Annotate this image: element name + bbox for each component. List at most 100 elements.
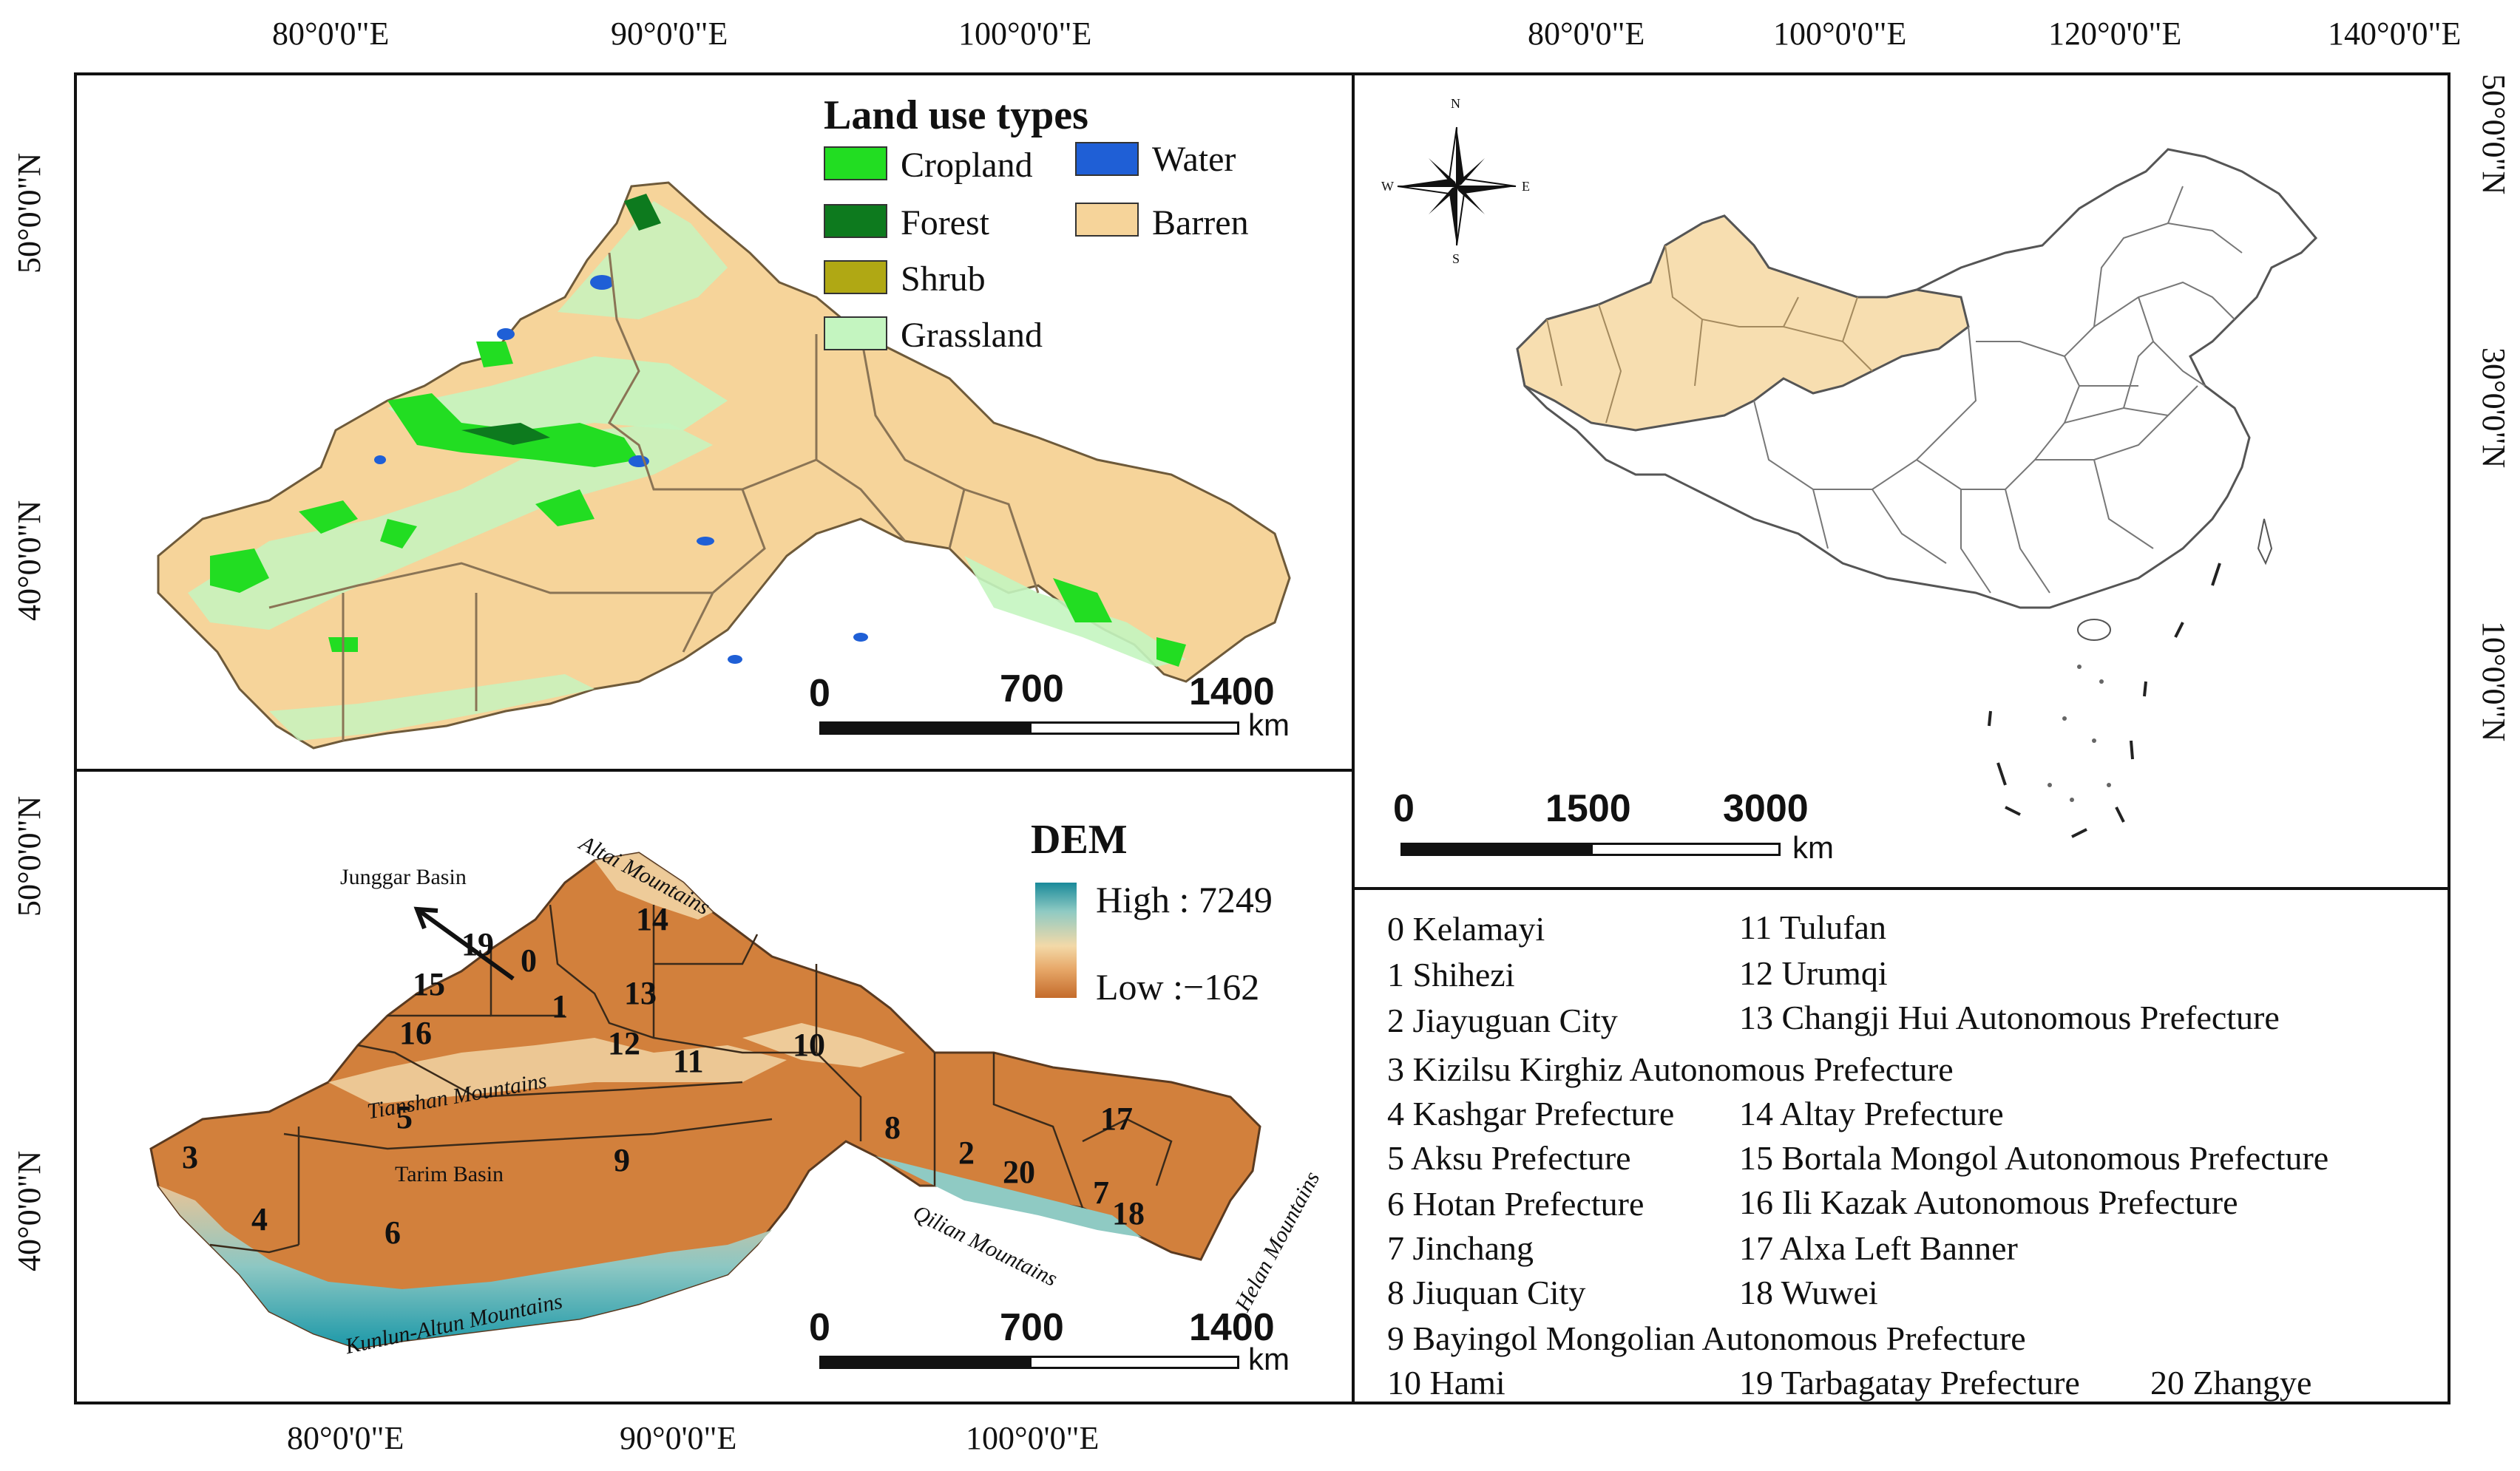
compass-rose — [1397, 126, 1517, 246]
top-tick-right-100e: 100°0'0"E — [1773, 16, 1907, 52]
label-tarim-basin: Tarim Basin — [395, 1162, 504, 1186]
left-tick-bottom-40n: 40°0'0"N — [11, 1150, 47, 1271]
region-item-16: 16 Ili Kazak Autonomous Prefecture — [1739, 1183, 2238, 1221]
region-item-4: 4 Kashgar Prefecture — [1387, 1095, 1675, 1132]
region-item-18: 18 Wuwei — [1739, 1274, 1878, 1311]
land-use-panel: Land use types Cropland Water Forest Bar… — [74, 72, 1355, 772]
dem-map — [149, 852, 1261, 1350]
region-item-9: 9 Bayingol Mongolian Autonomous Prefectu… — [1387, 1319, 2026, 1357]
bottom-tick-100e: 100°0'0"E — [966, 1420, 1100, 1456]
compass-w-label: W — [1381, 179, 1394, 194]
region-number-18: 18 — [1112, 1195, 1145, 1232]
china-scale-unit: km — [1792, 830, 1834, 865]
dem-legend-high: High : 7249 — [1096, 879, 1273, 920]
shrub-label: Shrub — [901, 259, 986, 299]
barren-swatch — [1075, 203, 1139, 237]
region-number-8: 8 — [884, 1110, 901, 1146]
dem-scalebar — [819, 1356, 1239, 1369]
region-number-20: 20 — [1003, 1154, 1035, 1190]
region-item-14: 14 Altay Prefecture — [1739, 1095, 2004, 1132]
land-use-scalebar — [819, 721, 1239, 735]
top-tick-right-120e: 120°0'0"E — [2048, 16, 2182, 52]
water-label: Water — [1152, 140, 1236, 179]
region-item-20: 20 Zhangye — [2150, 1364, 2312, 1402]
right-tick-30n: 30°0'0"N — [2476, 347, 2512, 469]
china-panel: N S E W 0 1500 3000 km — [1352, 72, 2450, 890]
top-tick-90e: 90°0'0"E — [611, 16, 728, 52]
china-map — [1397, 126, 2318, 838]
region-list-panel: 0 Kelamayi 1 Shihezi 2 Jiayuguan City 3 … — [1352, 887, 2450, 1404]
dem-scale-unit: km — [1248, 1342, 1290, 1376]
china-scalebar — [1400, 843, 1781, 856]
region-number-11: 11 — [673, 1043, 704, 1079]
region-number-19: 19 — [461, 926, 494, 962]
region-item-12: 12 Urumqi — [1739, 954, 1888, 992]
region-number-17: 17 — [1100, 1101, 1133, 1137]
forest-swatch — [824, 204, 887, 238]
region-item-6: 6 Hotan Prefecture — [1387, 1185, 1645, 1223]
grassland-label: Grassland — [901, 316, 1043, 355]
region-item-13: 13 Changji Hui Autonomous Prefecture — [1739, 999, 2280, 1036]
region-item-11: 11 Tulufan — [1739, 908, 1886, 946]
dem-scale-700: 700 — [1000, 1306, 1064, 1349]
china-scale-0: 0 — [1393, 787, 1415, 830]
region-number-7: 7 — [1093, 1175, 1109, 1211]
barren-label: Barren — [1152, 203, 1249, 242]
right-tick-50n: 50°0'0"N — [2476, 74, 2512, 195]
dem-panel: Junggar Basin Altai Mountains Tianshan M… — [74, 769, 1355, 1404]
dem-scale-1400: 1400 — [1189, 1306, 1275, 1349]
region-number-14: 14 — [636, 901, 668, 937]
region-number-3: 3 — [182, 1139, 198, 1175]
top-tick-right-80e: 80°0'0"E — [1528, 16, 1645, 52]
top-tick-80e: 80°0'0"E — [272, 16, 390, 52]
region-number-13: 13 — [624, 975, 657, 1011]
region-item-2: 2 Jiayuguan City — [1387, 1002, 1618, 1039]
region-item-17: 17 Alxa Left Banner — [1739, 1229, 2018, 1267]
region-item-0: 0 Kelamayi — [1387, 910, 1545, 948]
region-item-19: 19 Tarbagatay Prefecture — [1739, 1364, 2080, 1402]
grassland-swatch — [824, 316, 887, 350]
dem-legend-low: Low :−162 — [1096, 966, 1260, 1008]
bottom-tick-90e: 90°0'0"E — [620, 1420, 737, 1456]
land-use-scale-1400: 1400 — [1189, 670, 1275, 713]
dem-study-area-shape — [149, 852, 1261, 1350]
bottom-tick-80e: 80°0'0"E — [287, 1420, 404, 1456]
left-tick-top-50n: 50°0'0"N — [11, 152, 47, 274]
water-swatch — [1075, 142, 1139, 176]
region-number-0: 0 — [521, 942, 537, 979]
region-number-9: 9 — [614, 1142, 630, 1178]
region-number-15: 15 — [413, 966, 445, 1002]
dem-legend-title: DEM — [1031, 817, 1128, 863]
region-item-10: 10 Hami — [1387, 1364, 1505, 1402]
region-item-1: 1 Shihezi — [1387, 956, 1515, 993]
region-item-8: 8 Jiuquan City — [1387, 1274, 1586, 1311]
region-item-3: 3 Kizilsu Kirghiz Autonomous Prefecture — [1387, 1050, 1954, 1088]
region-number-2: 2 — [958, 1135, 975, 1171]
land-use-scale-0: 0 — [809, 672, 830, 715]
region-number-4: 4 — [251, 1201, 268, 1237]
cropland-label: Cropland — [901, 146, 1033, 185]
dem-color-ramp — [1035, 883, 1077, 998]
compass-s-label: S — [1452, 251, 1460, 266]
region-number-16: 16 — [399, 1015, 432, 1051]
region-item-7: 7 Jinchang — [1387, 1229, 1534, 1267]
region-number-6: 6 — [385, 1214, 401, 1251]
dem-scale-0: 0 — [809, 1306, 830, 1349]
china-scale-3000: 3000 — [1723, 787, 1809, 830]
left-tick-top-40n: 40°0'0"N — [11, 500, 47, 621]
land-use-scale-unit: km — [1248, 707, 1290, 742]
compass-e-label: E — [1522, 179, 1530, 194]
top-tick-100e: 100°0'0"E — [958, 16, 1092, 52]
region-number-5: 5 — [396, 1099, 413, 1135]
land-use-scale-700: 700 — [1000, 667, 1064, 710]
region-item-5: 5 Aksu Prefecture — [1387, 1139, 1631, 1177]
china-scale-1500: 1500 — [1545, 787, 1631, 830]
shrub-swatch — [824, 260, 887, 294]
label-junggar-basin: Junggar Basin — [340, 865, 467, 889]
cropland-swatch — [824, 146, 887, 180]
region-item-15: 15 Bortala Mongol Autonomous Prefecture — [1739, 1139, 2329, 1177]
land-use-map — [157, 181, 1291, 750]
forest-label: Forest — [901, 203, 989, 242]
region-number-1: 1 — [552, 988, 568, 1025]
region-number-10: 10 — [793, 1027, 825, 1063]
